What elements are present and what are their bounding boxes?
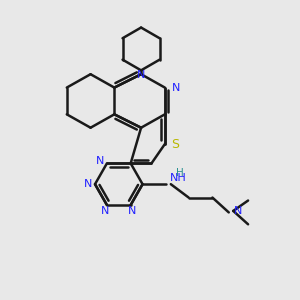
Text: NH: NH: [170, 172, 187, 183]
Text: H: H: [176, 168, 184, 178]
Text: N: N: [128, 206, 136, 216]
Text: S: S: [171, 138, 179, 151]
Text: N: N: [171, 82, 180, 93]
Text: N: N: [234, 206, 242, 216]
Text: N: N: [101, 206, 110, 216]
Text: N: N: [137, 70, 145, 80]
Text: N: N: [83, 179, 92, 189]
Text: N: N: [96, 156, 105, 166]
